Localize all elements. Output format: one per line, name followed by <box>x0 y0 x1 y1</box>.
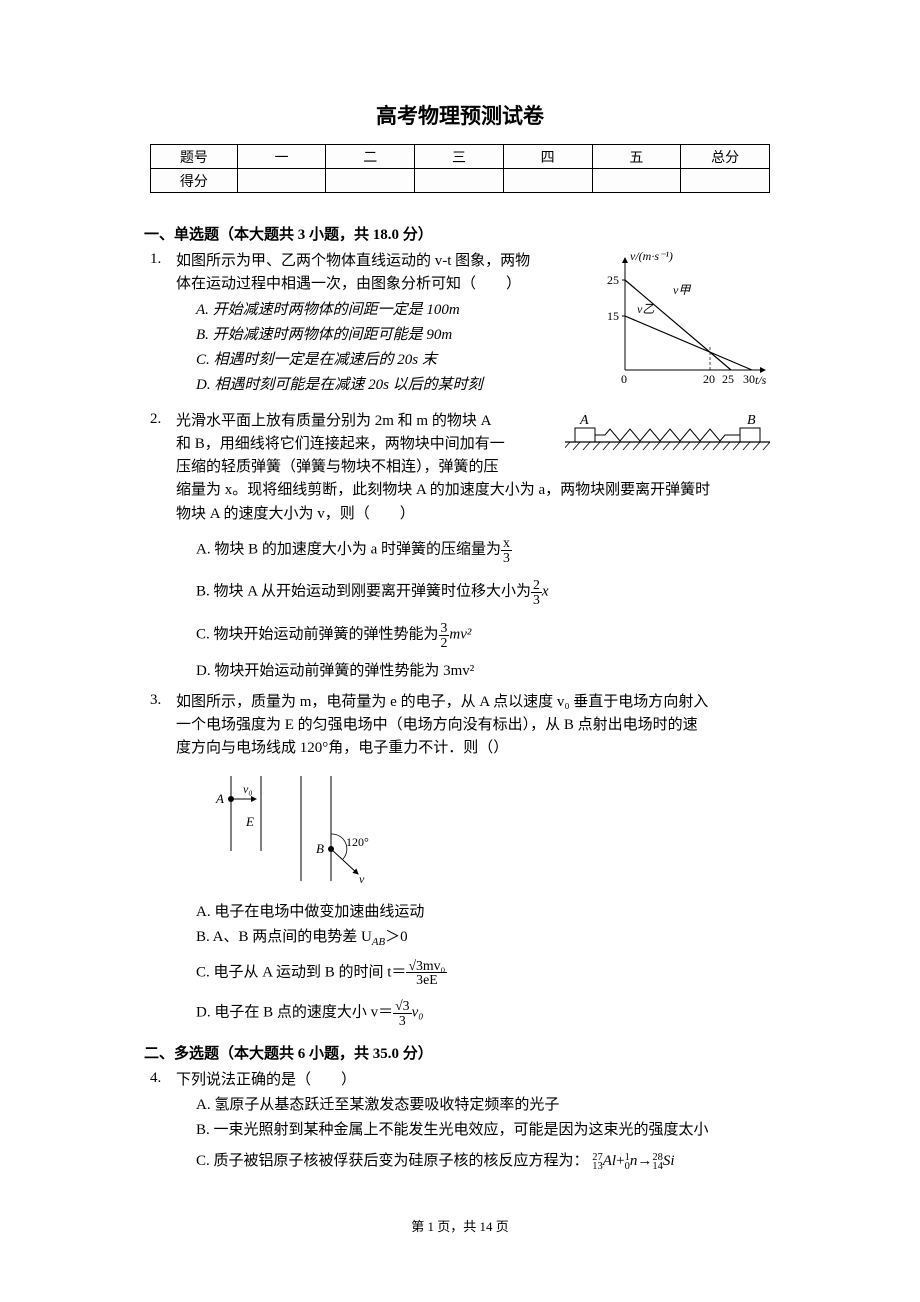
option-c: C. 质子被铝原子核被俘获后变为硅原子核的核反应方程为： 27 13 Al+ 1… <box>176 1150 770 1173</box>
stem-line: 一个电场强度为 E 的匀强电场中（电场方向没有标出），从 B 点射出电场时的速 <box>176 714 770 737</box>
cell: 二 <box>326 145 415 169</box>
stem-line: 如图所示，质量为 m，电荷量为 e 的电子，从 A 点以速度 v₀ 垂直于电场方… <box>176 691 770 714</box>
stem-line: 度方向与电场线成 120°角，电子重力不计．则（） <box>176 737 770 760</box>
cell <box>592 169 681 193</box>
cell: 得分 <box>151 169 238 193</box>
q1-figure: 25 15 v/(m·s⁻¹) v甲 v乙 0 20 25 30 t/s <box>595 250 770 390</box>
option-c: C. 电子从 A 运动到 B 的时间 t＝√3mv₀3eE <box>176 959 770 988</box>
question-4: 4. 下列说法正确的是（ ） A. 氢原子从基态跃迁至某激发态要吸收特定频率的光… <box>150 1069 770 1176</box>
svg-text:v: v <box>359 872 365 886</box>
y15: 15 <box>607 309 619 323</box>
cell: 三 <box>415 145 504 169</box>
cell: 一 <box>237 145 326 169</box>
x30: 30 <box>743 372 755 386</box>
table-row: 题号 一 二 三 四 五 总分 <box>151 145 770 169</box>
option-a: A. 电子在电场中做变加速曲线运动 <box>176 901 770 924</box>
option-c: C. 物块开始运动前弹簧的弹性势能为32mv² <box>176 621 770 650</box>
option-d: D. 物块开始运动前弹簧的弹性势能为 3mv² <box>176 660 770 683</box>
section-heading: 一、单选题（本大题共 3 小题，共 18.0 分） <box>144 223 770 244</box>
cell <box>681 169 770 193</box>
question-1: 1. <box>150 250 770 400</box>
q3-figure: A v₀ E B v 120° <box>176 771 770 891</box>
question-2: 2. A B <box>150 410 770 685</box>
cell <box>237 169 326 193</box>
stem-line: 物块 A 的速度大小为 v，则（ ） <box>176 503 770 526</box>
option-b: B. 物块 A 从开始运动到刚要离开弹簧时位移大小为23x <box>176 578 770 607</box>
cell <box>326 169 415 193</box>
cell: 题号 <box>151 145 238 169</box>
svg-text:120°: 120° <box>346 835 369 849</box>
x25: 25 <box>722 372 734 386</box>
option-a: A. 氢原子从基态跃迁至某激发态要吸收特定频率的光子 <box>176 1094 770 1117</box>
svg-text:v₀: v₀ <box>243 782 253 796</box>
cell <box>415 169 504 193</box>
svg-text:E: E <box>245 814 254 829</box>
option-b: B. 一束光照射到某种金属上不能发生光电效应，可能是因为这束光的强度太小 <box>176 1119 770 1142</box>
cell <box>503 169 592 193</box>
question-number: 2. <box>150 410 176 685</box>
option-b: B. A、B 两点间的电势差 UAB＞0 <box>176 926 770 951</box>
question-3: 3. 如图所示，质量为 m，电荷量为 e 的电子，从 A 点以速度 v₀ 垂直于… <box>150 691 770 1030</box>
score-table: 题号 一 二 三 四 五 总分 得分 <box>150 144 770 193</box>
vyi: v乙 <box>637 302 654 316</box>
cell: 总分 <box>681 145 770 169</box>
q2-figure: A B <box>565 410 770 465</box>
question-number: 4. <box>150 1069 176 1176</box>
vjia: v甲 <box>673 283 691 297</box>
cell: 四 <box>503 145 592 169</box>
stem-line: 缩量为 x。现将细线剪断，此刻物块 A 的加速度大小为 a，两物块刚要离开弹簧时 <box>176 479 770 502</box>
svg-text:B: B <box>747 413 756 428</box>
svg-text:A: A <box>579 413 589 428</box>
question-number: 1. <box>150 250 176 400</box>
svg-text:B: B <box>316 841 324 856</box>
svg-text:A: A <box>215 791 224 806</box>
x20: 20 <box>703 372 715 386</box>
stem-line: 下列说法正确的是（ ） <box>176 1069 770 1092</box>
option-a: A. 物块 B 的加速度大小为 a 时弹簧的压缩量为x3 <box>176 536 770 565</box>
xlabel: t/s <box>755 373 767 387</box>
page-footer: 第 1 页，共 14 页 <box>150 1216 770 1235</box>
page-title: 高考物理预测试卷 <box>150 100 770 130</box>
table-row: 得分 <box>151 169 770 193</box>
cell: 五 <box>592 145 681 169</box>
option-d: D. 电子在 B 点的速度大小 v＝√33v₀ <box>176 999 770 1028</box>
question-number: 3. <box>150 691 176 1030</box>
x0: 0 <box>621 372 627 386</box>
y25: 25 <box>607 273 619 287</box>
section-heading: 二、多选题（本大题共 6 小题，共 35.0 分） <box>144 1042 770 1063</box>
ylabel: v/(m·s⁻¹) <box>630 250 673 263</box>
